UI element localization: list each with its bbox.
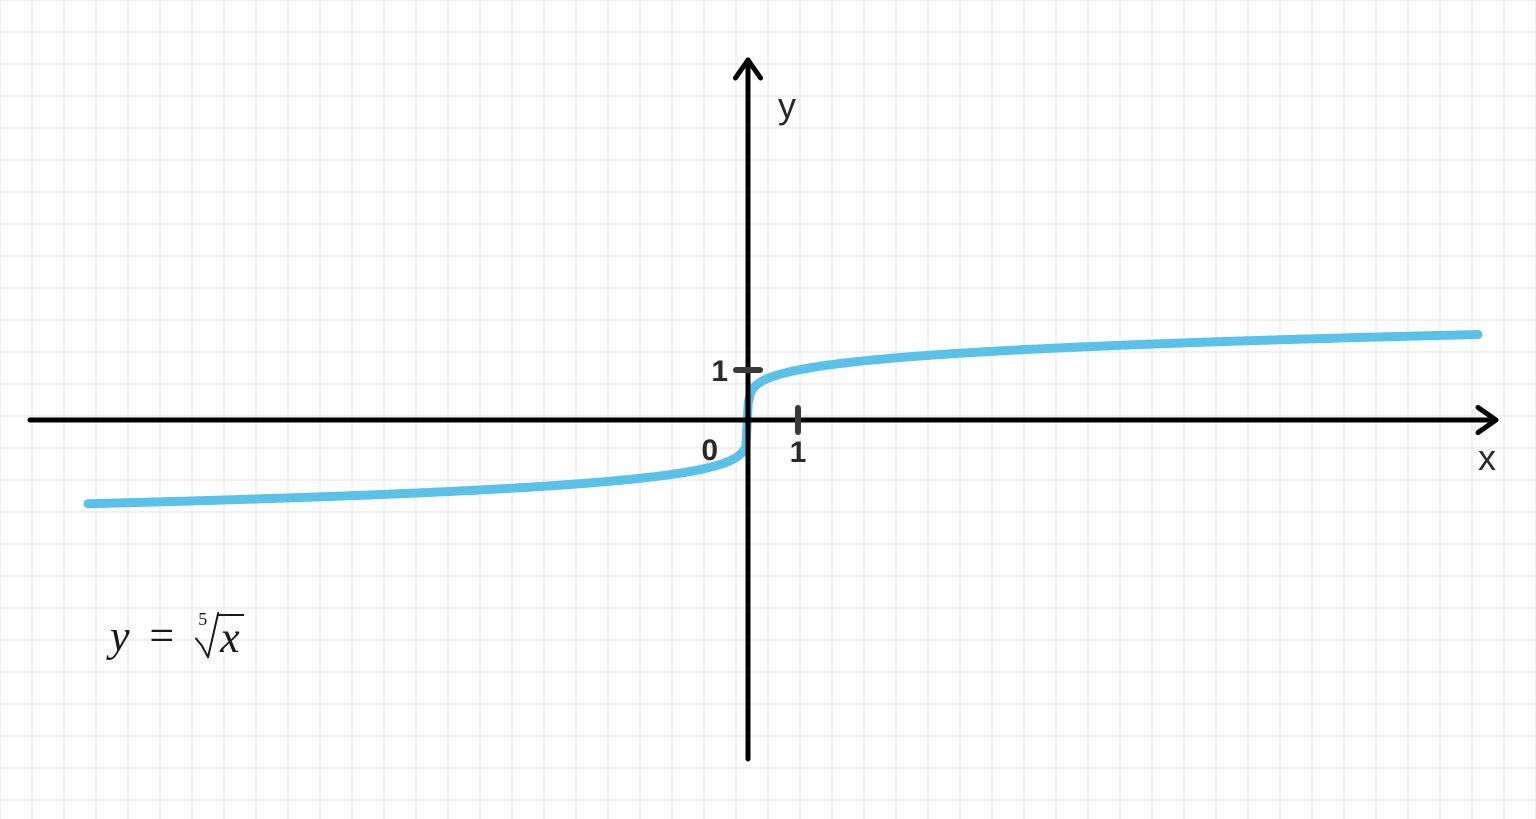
formula-radicand: x — [218, 614, 244, 661]
formula-equals: = — [141, 611, 183, 660]
formula-radical: 5 x — [194, 610, 244, 659]
y-axis-label: y — [778, 85, 796, 126]
x-axis-label: x — [1478, 437, 1496, 478]
plot-svg: y x 0 1 1 — [0, 0, 1536, 819]
function-formula: y = 5 x — [110, 610, 244, 661]
origin-label: 0 — [701, 434, 718, 467]
y-tick-1-label: 1 — [711, 355, 728, 388]
x-tick-1-label: 1 — [790, 436, 807, 469]
chart-container: y x 0 1 1 y = 5 x — [0, 0, 1536, 819]
formula-lhs: y — [110, 611, 130, 660]
